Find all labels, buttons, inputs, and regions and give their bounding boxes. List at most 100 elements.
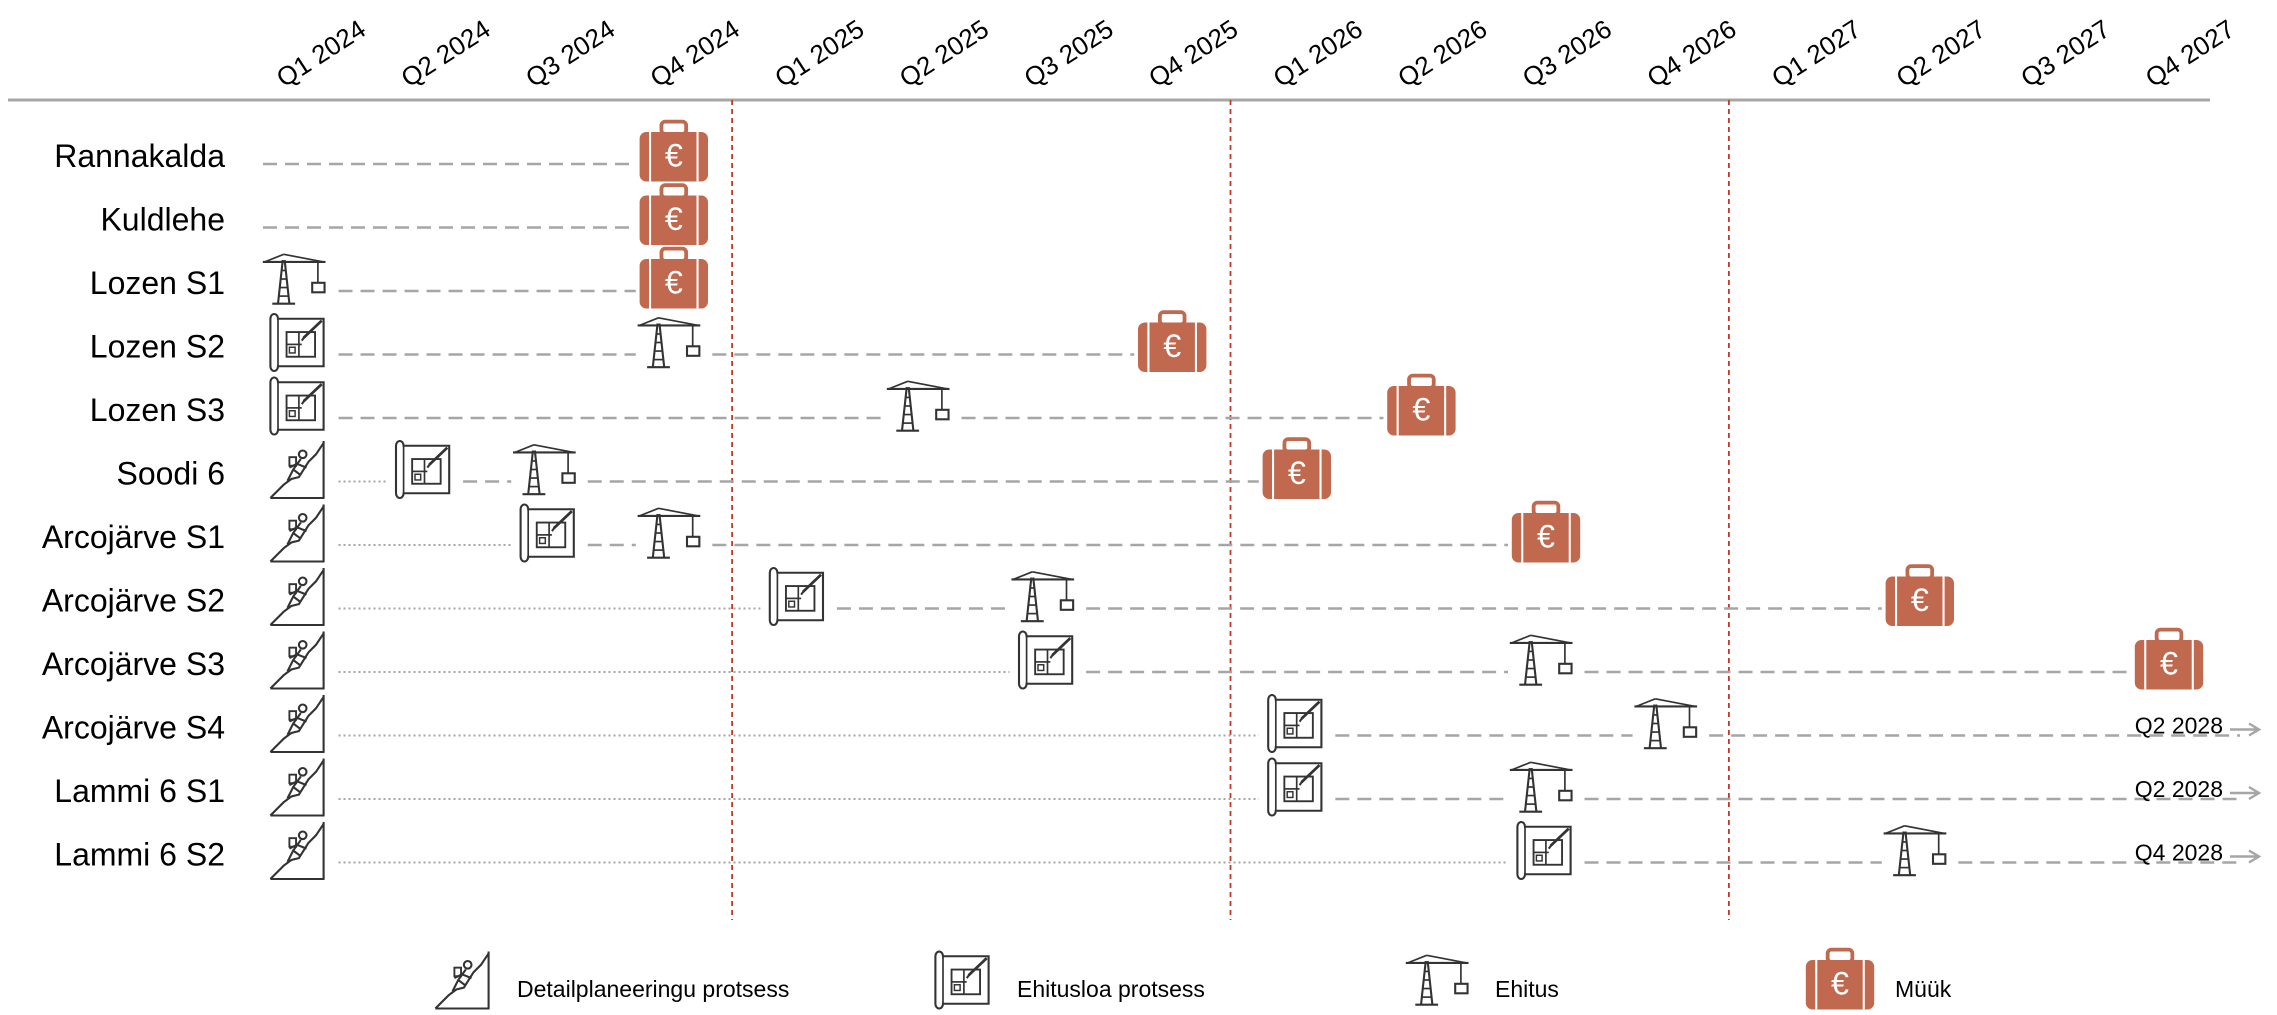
svg-text:€: € (1831, 965, 1849, 1001)
sale-briefcase-icon: € (1805, 947, 1875, 1010)
end-date-label: Q2 2028 (2135, 713, 2223, 739)
sale-briefcase-icon: € (2134, 627, 2204, 690)
project-name: Arcojärve S1 (42, 519, 225, 555)
svg-text:€: € (1163, 328, 1181, 364)
building-permit-icon (934, 950, 990, 1010)
detail-planning-climber-icon (434, 951, 490, 1010)
svg-text:€: € (2160, 645, 2178, 681)
svg-text:€: € (1911, 582, 1929, 618)
project-name: Kuldlehe (100, 202, 225, 238)
quarter-label: Q3 2025 (1019, 14, 1119, 93)
svg-text:€: € (1412, 391, 1430, 427)
quarter-label: Q2 2024 (396, 14, 496, 93)
year-dividers (731, 100, 1730, 920)
legend-item: Detailplaneeringu protsess (434, 951, 789, 1010)
quarter-label: Q2 2026 (1392, 14, 1492, 93)
project-row: Arcojärve S3 € (42, 627, 2204, 690)
quarter-label: Q4 2025 (1143, 14, 1243, 93)
svg-text:€: € (665, 201, 683, 237)
project-name: Rannakalda (54, 138, 225, 174)
construction-crane-icon (1509, 634, 1573, 686)
building-permit-icon (519, 503, 575, 563)
project-name: Lammi 6 S1 (54, 773, 225, 809)
building-permit-icon (768, 567, 825, 626)
quarter-label: Q1 2024 (271, 14, 371, 93)
project-row: Kuldlehe € (100, 183, 708, 245)
construction-crane-icon (513, 443, 576, 496)
legend-item: Ehitusloa protsess (934, 950, 1205, 1010)
construction-crane-icon (886, 380, 950, 432)
project-row: Lammi 6 S1 Q2 2028 (54, 757, 2262, 817)
detail-planning-climber-icon (269, 758, 325, 817)
building-permit-icon (269, 376, 325, 436)
project-name: Soodi 6 (116, 456, 225, 492)
building-permit-icon (1017, 630, 1074, 690)
project-name: Lozen S1 (90, 265, 225, 301)
construction-crane-icon (1634, 697, 1698, 750)
building-permit-icon (269, 313, 325, 372)
quarter-label: Q1 2026 (1268, 14, 1368, 93)
legend: Detailplaneeringu protsess Ehitusloa prot… (434, 947, 1952, 1010)
quarter-label: Q1 2025 (769, 14, 869, 93)
svg-text:€: € (665, 137, 683, 173)
sale-briefcase-icon: € (1885, 564, 1954, 626)
sale-briefcase-icon: € (1138, 310, 1207, 372)
sale-briefcase-icon: € (639, 183, 708, 245)
quarter-labels: Q1 2024 Q2 2024 Q3 2024 Q4 2024 Q1 2025 Q2 20… (271, 14, 2240, 93)
continuation-arrow (2230, 722, 2262, 737)
project-rows: Rannakalda €Kuldlehe €Lozen S1 €Lozen S2 €Lo… (42, 119, 2262, 881)
project-name: Lozen S3 (90, 392, 225, 428)
svg-text:€: € (1537, 518, 1555, 554)
svg-text:€: € (1288, 455, 1306, 491)
construction-crane-icon (1011, 570, 1075, 623)
detail-planning-climber-icon (269, 631, 325, 690)
construction-crane-icon (1883, 824, 1947, 877)
legend-label: Müük (1895, 976, 1952, 1002)
legend-item: € Müük (1805, 947, 1952, 1010)
construction-crane-icon (262, 253, 326, 305)
legend-label: Ehitus (1495, 976, 1559, 1002)
detail-planning-climber-icon (269, 822, 325, 881)
legend-label: Detailplaneeringu protsess (517, 976, 789, 1002)
legend-item: Ehitus (1405, 954, 1559, 1006)
detail-planning-climber-icon (269, 695, 325, 754)
sale-briefcase-icon: € (1387, 373, 1456, 436)
quarter-label: Q2 2027 (1891, 14, 1991, 93)
quarter-label: Q4 2026 (1642, 14, 1742, 93)
building-permit-icon (1516, 821, 1572, 880)
building-permit-icon (1267, 694, 1323, 753)
project-row: Arcojärve S2 € (42, 564, 1954, 627)
legend-label: Ehitusloa protsess (1017, 976, 1205, 1002)
building-permit-icon (1267, 757, 1323, 817)
quarter-label: Q3 2026 (1517, 14, 1617, 93)
quarter-label: Q3 2024 (520, 14, 620, 93)
construction-crane-icon (637, 507, 701, 559)
project-row: Rannakalda € (54, 119, 708, 182)
project-row: Soodi 6 € (116, 437, 1331, 500)
project-name: Arcojärve S3 (42, 646, 225, 682)
detail-planning-climber-icon (269, 441, 325, 500)
project-name: Lammi 6 S2 (54, 837, 225, 873)
quarter-label: Q4 2027 (2140, 14, 2240, 93)
project-name: Arcojärve S4 (42, 710, 225, 746)
project-row: Lozen S3 € (90, 373, 1456, 436)
construction-crane-icon (1509, 761, 1573, 813)
project-row: Arcojärve S1 € (42, 500, 1581, 563)
end-date-label: Q2 2028 (2135, 776, 2223, 802)
project-row: Lozen S2 € (90, 310, 1207, 372)
continuation-arrow (2230, 849, 2262, 864)
construction-crane-icon (1405, 954, 1469, 1006)
project-name: Lozen S2 (90, 329, 225, 365)
svg-text:€: € (665, 264, 683, 300)
continuation-arrow (2230, 785, 2262, 801)
project-name: Arcojärve S2 (42, 583, 225, 619)
quarter-label: Q3 2027 (2015, 14, 2115, 93)
project-row: Lammi 6 S2 Q4 2028 (54, 821, 2262, 881)
detail-planning-climber-icon (269, 568, 325, 627)
project-row: Arcojärve S4 Q2 2028 (42, 694, 2262, 754)
end-date-label: Q4 2028 (2135, 840, 2223, 866)
building-permit-icon (394, 440, 451, 499)
project-row: Lozen S1 € (90, 246, 708, 309)
sale-briefcase-icon: € (639, 246, 708, 309)
